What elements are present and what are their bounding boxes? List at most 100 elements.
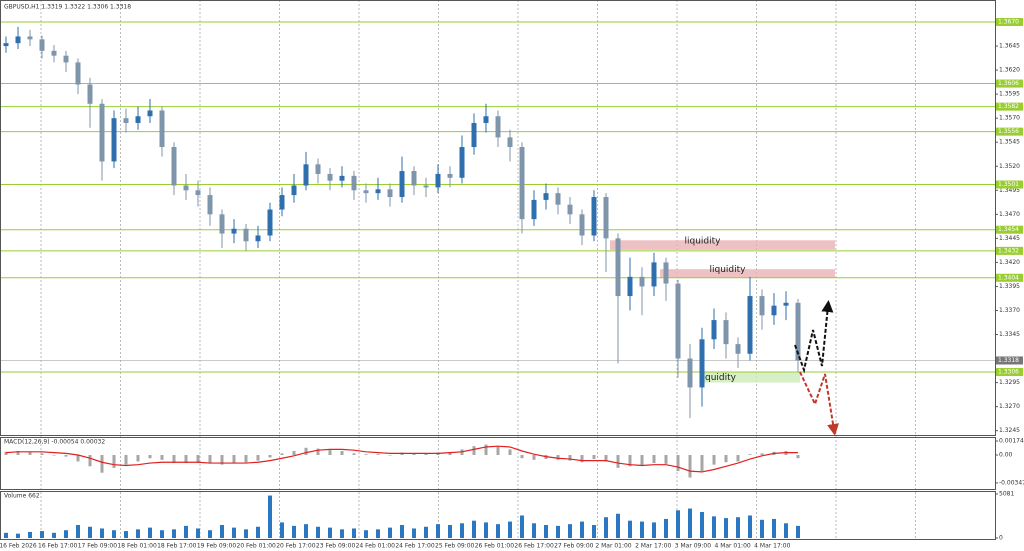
y-tick-label: 1.3620 <box>999 67 1020 74</box>
macd-bar <box>16 450 20 456</box>
candle-body <box>567 204 573 215</box>
level-label-box <box>996 180 1023 189</box>
candle-body <box>63 55 69 63</box>
volume-bar <box>160 530 164 538</box>
candle-body <box>663 262 669 284</box>
candle-body <box>231 228 237 234</box>
candle-body <box>279 195 285 210</box>
volume-bar <box>88 526 92 538</box>
macd-bar <box>52 455 56 456</box>
volume-bar <box>304 524 308 538</box>
candle-body <box>99 103 105 162</box>
candle-body <box>615 238 621 297</box>
y-tick-label: 0.00174 <box>999 438 1024 445</box>
volume-bar <box>292 525 296 538</box>
y-tick-label: 1.3520 <box>999 163 1020 170</box>
candle-body <box>315 164 321 174</box>
macd-bar <box>328 450 332 456</box>
volume-bar <box>616 513 620 538</box>
level-label-box <box>996 225 1023 234</box>
candle-body <box>195 190 201 196</box>
y-tick-label: 1.3570 <box>999 115 1020 122</box>
macd-bar <box>712 455 716 465</box>
volume-bar <box>400 525 404 538</box>
level-label-box <box>996 102 1023 111</box>
x-tick-label: 4 Mar 17:00 <box>754 543 790 550</box>
macd-bar <box>748 454 752 456</box>
level-label-box <box>996 246 1023 255</box>
macd-bar <box>208 455 212 464</box>
macd-bar <box>100 455 104 473</box>
x-tick-label: 2 Mar 01:00 <box>595 543 631 550</box>
candle-body <box>627 276 633 297</box>
candle-body <box>291 185 297 196</box>
volume-bar <box>124 531 128 538</box>
volume-bar <box>376 529 380 538</box>
level-label: 1.3582 <box>998 103 1019 110</box>
volume-bar <box>580 521 584 538</box>
volume-bar <box>76 525 80 538</box>
level-label: 1.3670 <box>998 19 1019 26</box>
y-tick-label: 1.3470 <box>999 211 1020 218</box>
macd-bar <box>640 455 644 466</box>
macd-bar <box>496 446 500 456</box>
level-label-box <box>996 18 1023 27</box>
macd-bar <box>688 455 692 478</box>
volume-bar <box>544 525 548 538</box>
macd-bar <box>664 455 668 464</box>
macd-bar <box>448 452 452 456</box>
macd-bar <box>484 444 488 456</box>
candle-body <box>651 262 657 287</box>
macd-bar <box>172 455 176 464</box>
volume-bar <box>760 519 764 538</box>
volume-bar <box>364 530 368 538</box>
candle-body <box>579 214 585 236</box>
candle-body <box>603 197 609 239</box>
candle-body <box>735 344 741 354</box>
macd-bar <box>628 455 632 467</box>
candle-body <box>687 358 693 388</box>
volume-bar <box>736 517 740 538</box>
level-label: 1.3404 <box>998 274 1019 281</box>
plot: 1.3645 1.3620 1.3595 1.3570 1.3545 1.3520 1.34… <box>0 18 1024 550</box>
y-tick-label: 5081 <box>999 491 1014 498</box>
volume-bar <box>532 523 536 538</box>
volume-bar <box>28 531 32 538</box>
x-tick-label: 20 Feb 01:00 <box>237 543 277 550</box>
macd-bar <box>352 453 356 456</box>
volume-bar <box>280 522 284 538</box>
macd-bar <box>388 455 392 456</box>
level-label-box <box>996 273 1023 282</box>
candle-body <box>243 228 249 242</box>
current-price-label: 1.3318 <box>998 357 1019 364</box>
volume-bar <box>244 529 248 538</box>
candle-body <box>183 185 189 191</box>
candle-body <box>639 276 645 287</box>
y-tick-label: 0 <box>999 535 1003 542</box>
macd-bar <box>424 453 428 456</box>
volume-bar <box>508 521 512 538</box>
scenario-up-arrow <box>794 300 834 374</box>
volume-bar <box>316 526 320 538</box>
volume-bar <box>652 522 656 538</box>
y-tick-label: 0.00 <box>999 452 1013 459</box>
volume-bar <box>664 518 668 538</box>
volume-bar <box>52 532 56 538</box>
macd-bar <box>580 455 584 463</box>
macd-bar <box>604 455 608 462</box>
x-tick-label: 16 Feb 2026 <box>0 543 37 550</box>
volume-bar <box>412 528 416 538</box>
volume-bar <box>100 528 104 538</box>
macd-bar <box>376 454 380 456</box>
x-tick-label: 4 Mar 01:00 <box>714 543 750 550</box>
macd-bar <box>112 455 116 468</box>
macd-bar <box>148 455 152 459</box>
volume-bar <box>520 515 524 538</box>
candle-body <box>771 305 777 316</box>
volume-bar <box>4 532 8 538</box>
macd-bar <box>76 455 80 462</box>
macd-bar <box>796 455 800 459</box>
macd-bar <box>268 455 272 458</box>
volume-bar <box>592 525 596 538</box>
